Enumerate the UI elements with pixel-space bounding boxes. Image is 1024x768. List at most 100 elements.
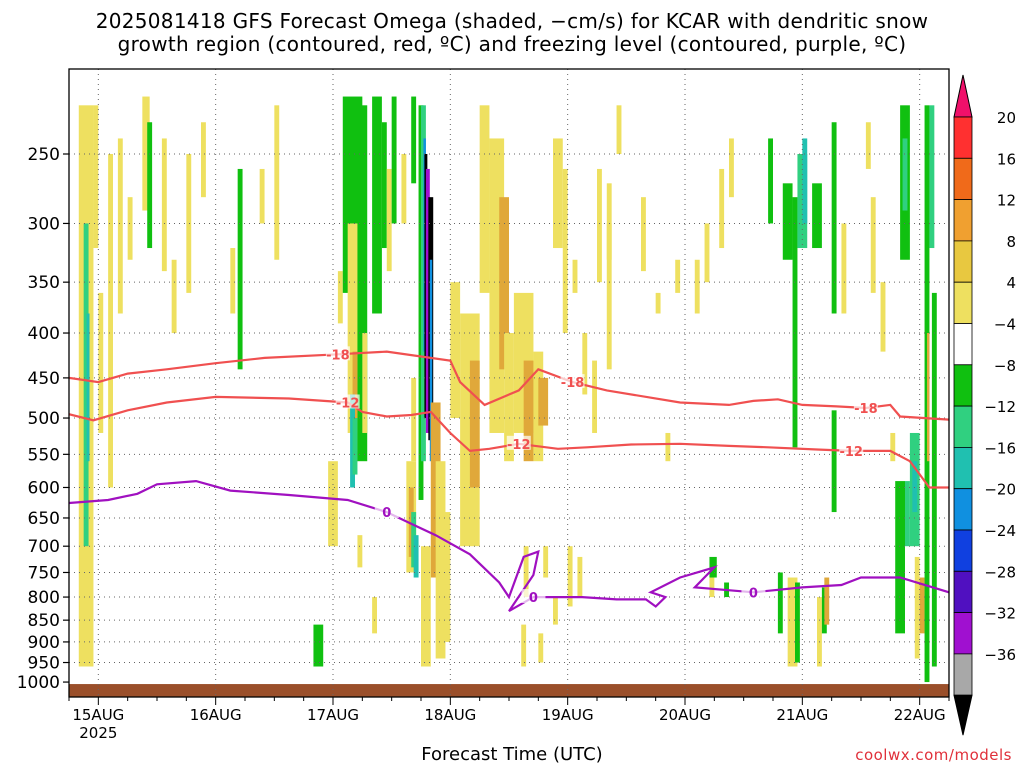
contour-label-bg	[839, 442, 864, 457]
omega-shade-12	[186, 153, 192, 293]
omega-shade-119	[927, 333, 930, 462]
omega-shade-2	[86, 313, 90, 462]
y-tick-label-1000: 1000	[17, 673, 60, 693]
omega-shade-13	[201, 122, 206, 198]
omega-shade-105	[841, 223, 847, 314]
omega-shade-10	[161, 138, 167, 272]
colorbar-top-arrow	[953, 74, 973, 118]
contour-label-1-1: -12	[507, 438, 531, 453]
omega-shade-45	[425, 168, 430, 433]
colorbar-label-3: 8	[1006, 233, 1016, 251]
omega-shade-65	[562, 168, 568, 334]
omega-shade-109	[890, 432, 896, 462]
omega-shade-73	[521, 624, 527, 667]
x-tick-label-16AUG: 16AUG	[190, 706, 242, 724]
y-tick-label-900: 900	[28, 633, 60, 653]
omega-shade-79	[606, 183, 612, 260]
colorbar-label-13: −36	[984, 646, 1016, 664]
omega-shade-55	[469, 360, 480, 488]
omega-shade-1	[83, 223, 89, 547]
omega-shade-28	[372, 96, 382, 314]
omega-shade-110	[895, 481, 905, 634]
omega-shade-52	[443, 512, 451, 642]
y-tick-label-950: 950	[28, 654, 60, 674]
y-axis: 2503003504004505005506006507007508008509…	[17, 145, 69, 693]
x-tick-label-15AUG: 15AUG	[72, 706, 124, 724]
colorbar-box-6	[953, 323, 973, 366]
omega-shading	[69, 96, 949, 697]
omega-shade-64	[553, 138, 563, 249]
omega-shade-16	[259, 168, 265, 224]
colorbar-label-9: −20	[984, 481, 1016, 499]
credit-link[interactable]: coolwx.com/models	[855, 746, 1012, 764]
omega-shade-91	[768, 138, 773, 224]
colorbar-box-4	[953, 240, 973, 283]
omega-shade-107	[870, 197, 876, 293]
chart-title-line-1: 2025081418 GFS Forecast Omega (shaded, −…	[95, 9, 929, 33]
omega-shade-84	[694, 259, 700, 314]
colorbar-label-4: 4	[1006, 274, 1016, 292]
omega-shade-80	[641, 197, 646, 272]
colorbar-box-3	[953, 199, 973, 242]
omega-shade-82	[675, 259, 681, 293]
x-tick-label-19AUG: 19AUG	[542, 706, 594, 724]
y-tick-label-700: 700	[28, 537, 60, 557]
colorbar-bottom-arrow	[953, 694, 973, 736]
omega-shade-93	[777, 572, 783, 634]
y-tick-label-400: 400	[28, 324, 60, 344]
y-tick-label-850: 850	[28, 611, 60, 631]
omega-shade-72	[523, 546, 529, 598]
omega-shade-70	[606, 223, 612, 370]
omega-shade-69	[597, 168, 602, 283]
omega-shade-92	[782, 183, 793, 260]
omega-shade-81	[655, 292, 661, 314]
omega-shade-50	[421, 546, 431, 667]
omega-shade-4	[98, 292, 104, 433]
omega-shade-36	[352, 418, 358, 475]
y-tick-label-600: 600	[28, 478, 60, 498]
omega-shade-75	[543, 546, 549, 578]
omega-shade-59	[504, 333, 514, 462]
y-tick-label-350: 350	[28, 273, 60, 293]
omega-shade-30	[386, 168, 392, 272]
omega-shade-68	[592, 360, 597, 433]
omega-shade-77	[567, 546, 573, 607]
contour-label-1-2: -12	[839, 445, 863, 460]
contour-label-2-0: 0	[382, 506, 391, 521]
omega-shade-102	[824, 577, 830, 625]
colorbar: 20 16 12 8 4 −4 −8 −12 −16 −20 −24 −28 −32 −36	[953, 74, 1016, 736]
omega-shade-17	[274, 105, 280, 260]
omega-shade-27	[362, 333, 368, 433]
omega-shade-61	[523, 360, 534, 462]
contour-label-bg	[335, 394, 360, 409]
contour-0-line	[69, 350, 949, 421]
colorbar-label-1: 16	[997, 150, 1016, 168]
omega-shade-78	[577, 556, 583, 598]
omega-shade-22	[328, 461, 338, 547]
omega-shade-15	[237, 168, 243, 370]
omega-shade-51	[435, 461, 446, 659]
contour-label-0-1: -18	[561, 376, 585, 391]
omega-shade-63	[538, 377, 549, 426]
contour-2-line	[69, 479, 949, 613]
colorbar-box-11	[953, 529, 973, 572]
omega-shade-29	[381, 122, 387, 249]
omega-shade-83	[665, 432, 671, 462]
omega-shade-32	[401, 153, 407, 224]
omega-shade-113	[905, 481, 910, 547]
colorbar-box-13	[953, 612, 973, 655]
omega-shade-18	[313, 624, 324, 667]
omega-shade-5	[108, 153, 113, 488]
colorbar-box-9	[953, 446, 973, 490]
omega-shade-116	[914, 556, 920, 659]
colorbar-box-10	[953, 488, 973, 531]
x-tick-label-20AUG: 20AUG	[659, 706, 711, 724]
omega-shade-47	[429, 259, 433, 462]
omega-shade-121	[931, 292, 937, 667]
omega-shade-7	[127, 197, 133, 260]
colorbar-box-7	[953, 364, 973, 407]
omega-shade-34	[411, 377, 417, 462]
omega-shade-67	[582, 333, 588, 395]
omega-shade-112	[902, 138, 908, 211]
colorbar-label-11: −28	[984, 563, 1016, 581]
